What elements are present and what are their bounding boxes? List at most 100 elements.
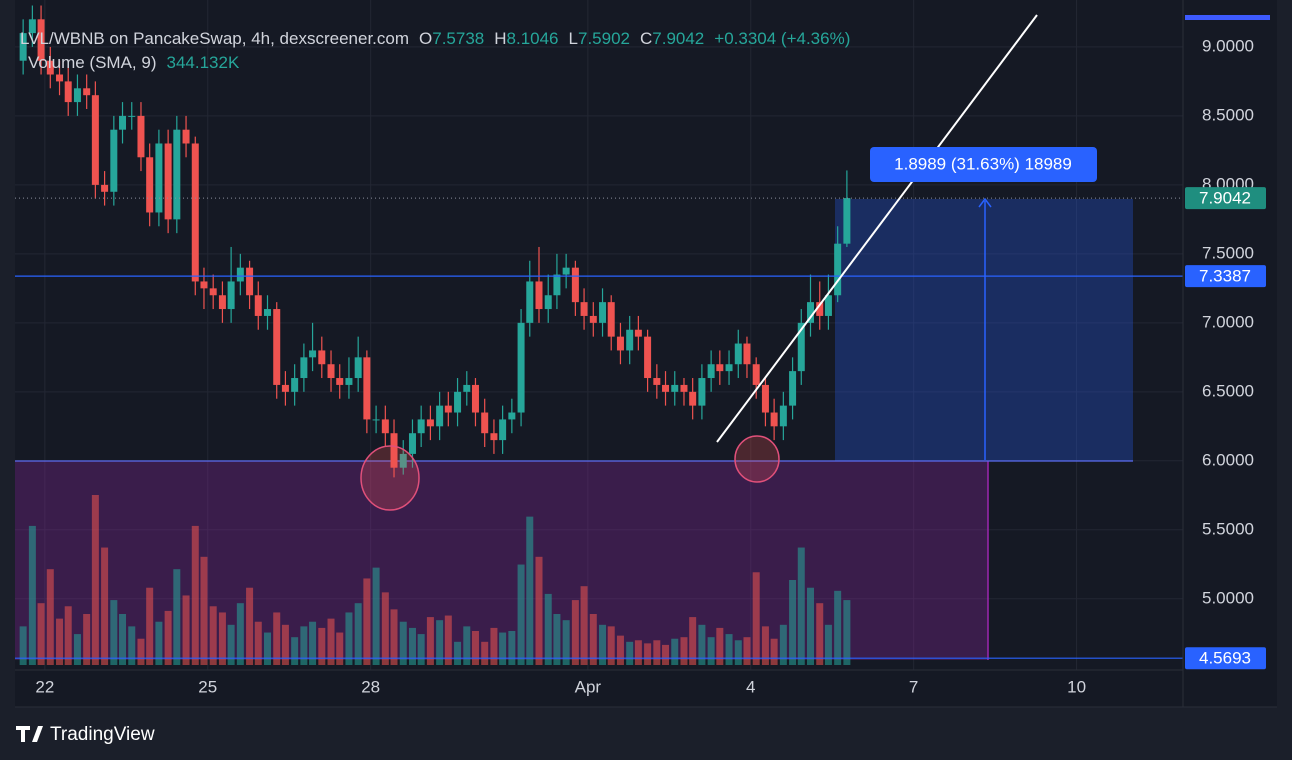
ohlc-value: 7.5738 <box>432 29 484 48</box>
volume-bar <box>64 606 72 665</box>
y-tick-label: 7.5000 <box>1202 243 1254 262</box>
volume-bar <box>173 569 181 665</box>
y-tick-label: 6.5000 <box>1202 381 1254 400</box>
volume-legend: Volume (SMA, 9) 344.132K <box>28 53 240 72</box>
candle-body <box>336 378 344 385</box>
candle-body <box>481 412 489 434</box>
candle-body <box>300 357 308 379</box>
volume-bar <box>526 516 534 665</box>
candle-body <box>599 302 607 323</box>
chart-title: LVL/WBNB on PancakeSwap, 4h, dexscreener… <box>20 29 409 48</box>
volume-bar <box>806 587 814 665</box>
candle-body <box>526 281 534 323</box>
candle-body <box>761 384 769 413</box>
candle-body <box>626 329 634 351</box>
volume-bar <box>707 637 715 665</box>
volume-bar <box>19 626 27 665</box>
ohlc-value: 8.1046 <box>507 29 559 48</box>
volume-bar <box>626 641 634 665</box>
volume <box>19 495 851 665</box>
candle-body <box>28 19 36 34</box>
candle-body <box>137 115 145 158</box>
candle-body <box>227 281 235 310</box>
candle-body <box>146 157 154 213</box>
volume-bar <box>426 617 434 665</box>
candle-body <box>662 384 670 392</box>
volume-bar <box>571 600 579 665</box>
candle-body <box>490 433 498 441</box>
ohlc-label: C <box>640 29 652 48</box>
candle-body <box>607 302 615 337</box>
candle-body <box>725 364 733 372</box>
price-label-box <box>1185 647 1266 670</box>
candle-body <box>589 315 597 323</box>
candle-body <box>770 412 778 427</box>
y-tick-label: 5.5000 <box>1202 519 1254 538</box>
volume-bar <box>209 606 217 665</box>
candle-body <box>309 350 317 358</box>
candle-body <box>535 281 543 310</box>
candle-body <box>291 378 299 392</box>
volume-bar <box>770 638 778 665</box>
volume-bar <box>544 593 552 665</box>
volume-bar <box>110 600 118 665</box>
candle-body <box>345 378 353 385</box>
volume-bar <box>671 638 679 665</box>
candle-body <box>562 267 570 275</box>
candle-body <box>571 267 579 303</box>
candle-body <box>119 115 127 130</box>
candle-body <box>789 371 797 406</box>
volume-bar <box>182 595 190 665</box>
volume-bar <box>146 587 154 665</box>
candle-body <box>499 419 507 441</box>
x-tick-label: 10 <box>1067 677 1086 696</box>
price-label: 7.3387 <box>1199 267 1251 286</box>
x-tick-label: Apr <box>575 677 602 696</box>
candle-body <box>56 74 64 82</box>
candle-body <box>110 129 118 192</box>
volume-bar <box>417 634 425 665</box>
ohlc-label: H <box>494 29 506 48</box>
volume-bar <box>761 626 769 665</box>
x-tick-label: 28 <box>361 677 380 696</box>
candle-body <box>797 322 805 372</box>
ohlc-label: L <box>569 29 578 48</box>
candle-body <box>408 433 416 454</box>
volume-bar <box>444 615 452 665</box>
candle-body <box>37 19 45 61</box>
candle-body <box>164 143 172 220</box>
volume-bar <box>254 621 262 665</box>
volume-bar <box>345 612 353 665</box>
candle-body <box>128 115 136 117</box>
candle-body <box>743 343 751 365</box>
candle-body <box>698 378 706 406</box>
volume-bar <box>236 603 244 665</box>
measure-box <box>835 199 1133 461</box>
price-label: 4.5693 <box>1199 649 1251 668</box>
candle-body <box>19 33 27 61</box>
volume-bar <box>281 624 289 665</box>
volume-bar <box>191 525 199 665</box>
volume-bar <box>128 626 136 665</box>
volume-bar <box>291 637 299 665</box>
volume-bar <box>616 635 624 665</box>
volume-bar <box>689 617 697 665</box>
volume-bar <box>789 580 797 665</box>
legend-header: LVL/WBNB on PancakeSwap, 4h, dexscreener… <box>20 29 850 48</box>
volume-sma: 344.132K <box>167 53 240 72</box>
volume-bar <box>46 569 54 665</box>
candle-body <box>417 419 425 434</box>
candle-body <box>426 419 434 427</box>
candle-body <box>508 412 516 420</box>
candle-body <box>46 60 54 75</box>
candle-body <box>444 405 452 413</box>
volume-bar <box>490 627 498 665</box>
volume-bar <box>390 609 398 665</box>
volume-bar <box>83 614 91 665</box>
highlight-circle <box>734 435 780 483</box>
candle-body <box>318 350 326 365</box>
volume-bar <box>155 621 163 665</box>
candle-body <box>209 288 217 296</box>
volume-bar <box>408 627 416 665</box>
candle-body <box>671 384 679 392</box>
